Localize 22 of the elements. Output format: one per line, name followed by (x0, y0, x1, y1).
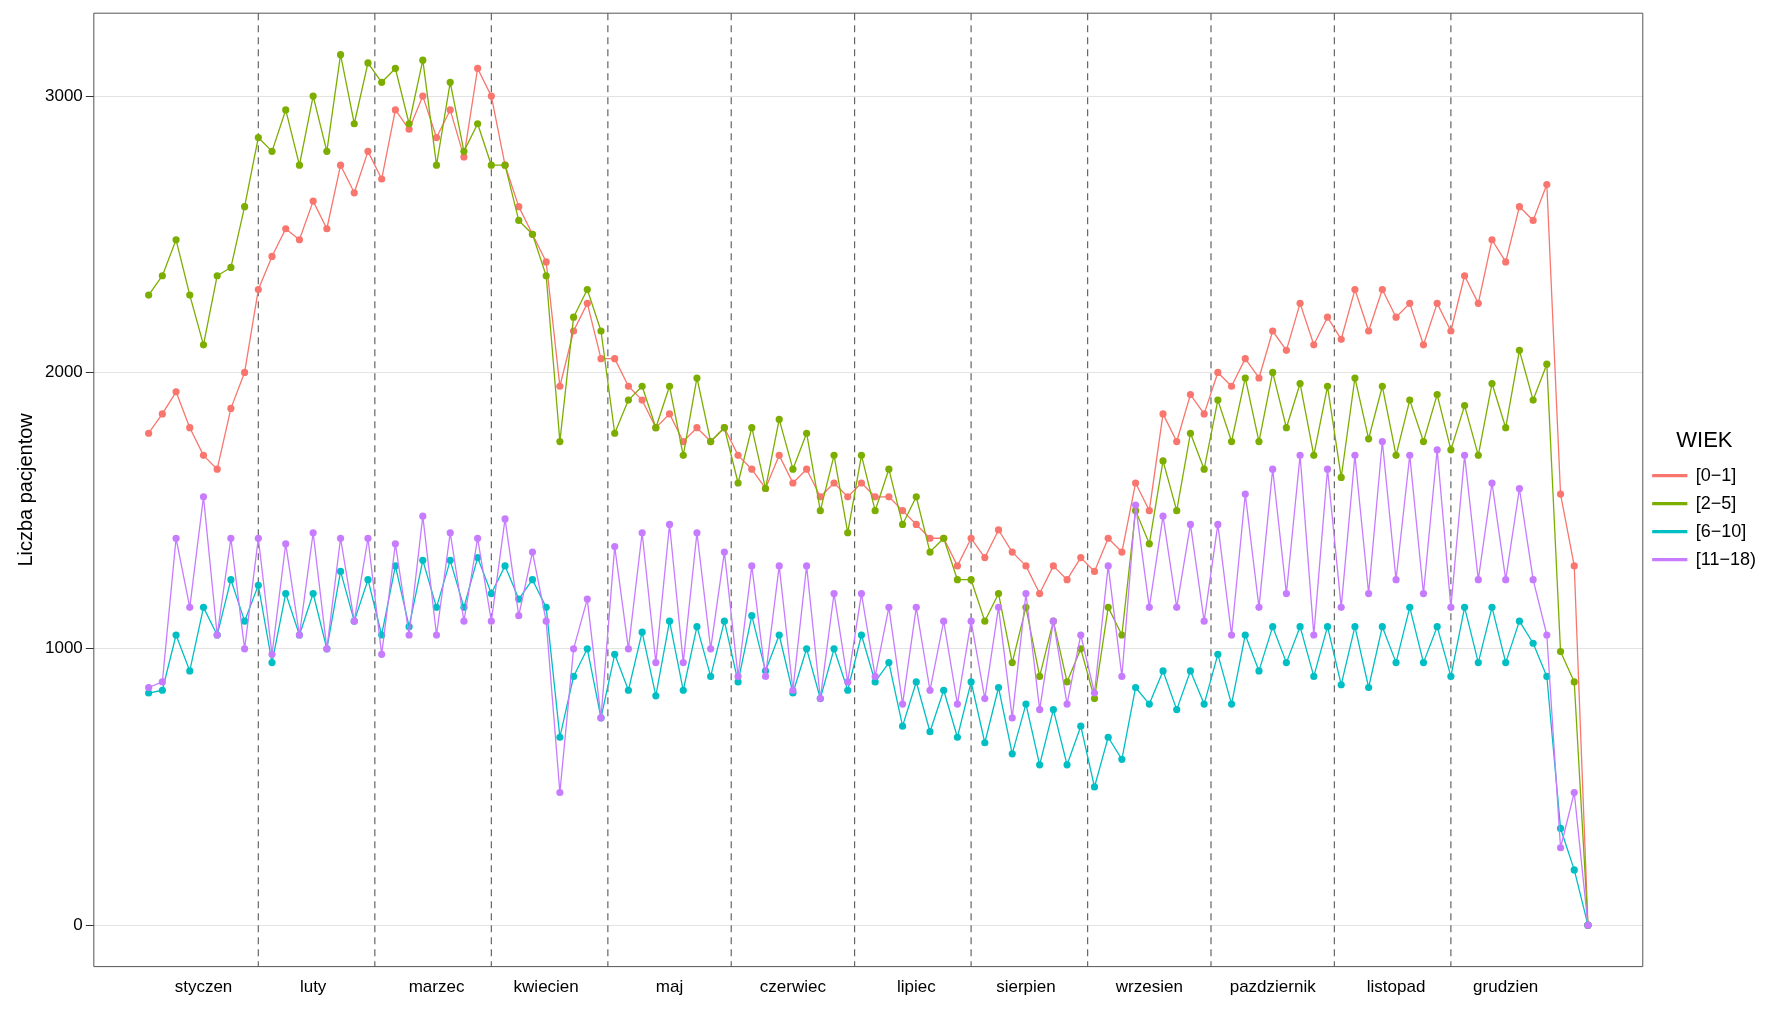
y-tick-label: 3000 (44, 85, 83, 105)
x-tick-label: czerwiec (759, 977, 827, 997)
legend-title: WIEK (1676, 427, 1733, 453)
x-tick-label: luty (299, 977, 327, 997)
x-tick-label: styczen (174, 977, 233, 997)
legend-label: [0−1] (1695, 464, 1737, 485)
x-tick-label: kwiecien (513, 977, 579, 997)
y-tick-label: 0 (73, 914, 83, 934)
x-tick-label: grudzien (1473, 977, 1539, 997)
legend-label: [11−18) (1695, 548, 1756, 569)
x-tick-label: maj (655, 977, 684, 997)
x-tick-label: pazdziernik (1229, 977, 1317, 997)
x-tick-label: marzec (408, 977, 465, 997)
y-axis-title: Liczba pacjentow (13, 412, 36, 567)
y-tick-label: 1000 (44, 638, 83, 658)
x-tick-label: sierpien (996, 977, 1056, 997)
legend-label: [6−10] (1695, 520, 1747, 541)
x-tick-label: lipiec (896, 977, 937, 997)
x-tick-label: listopad (1366, 977, 1426, 997)
y-tick-label: 2000 (44, 362, 83, 382)
legend-label: [2−5] (1695, 492, 1737, 513)
x-tick-label: wrzesien (1114, 977, 1183, 997)
